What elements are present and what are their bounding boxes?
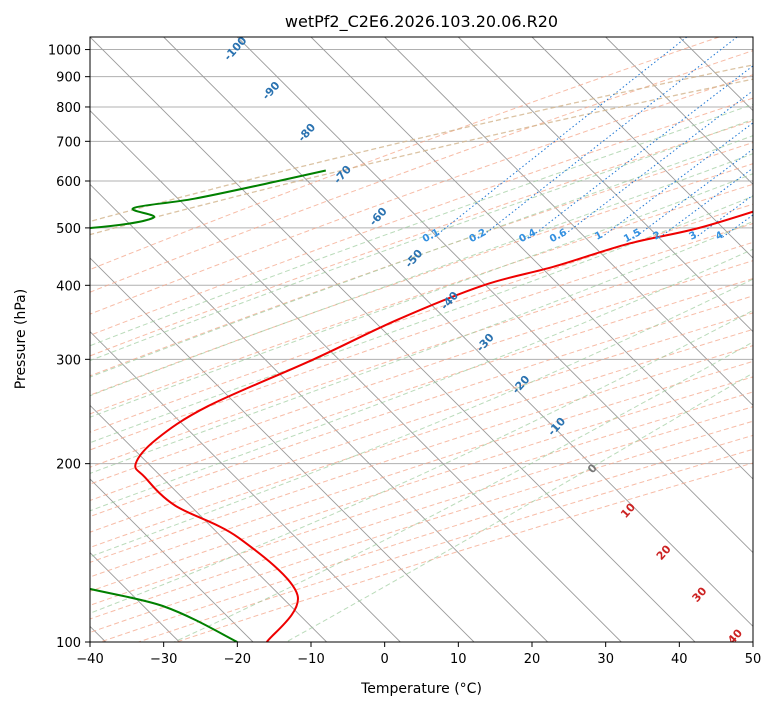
moist-adiabat-30 (90, 278, 753, 558)
y-axis-label: Pressure (hPa) (13, 289, 29, 389)
isotherm--50 (90, 110, 622, 642)
tan-curve-1 (90, 78, 753, 236)
tan-curve-0 (90, 64, 753, 223)
y-tick-label: 900 (56, 71, 81, 86)
moist-adiabat--10 (90, 103, 753, 347)
dry-adiabat-70 (90, 260, 753, 485)
x-tick-label: 40 (671, 652, 688, 667)
y-tick-label: 500 (56, 222, 81, 237)
isotherm-30 (605, 37, 753, 185)
y-tick-label: 600 (56, 175, 81, 190)
pressure-gridlines (90, 49, 753, 642)
isotherm--40 (90, 37, 696, 642)
mixing-ratio-lines (432, 37, 753, 239)
dry-adiabat-90 (90, 295, 753, 518)
moist-adiabat-40 (173, 341, 753, 642)
x-tick-label: −30 (150, 652, 177, 667)
x-tick-label: 50 (745, 652, 762, 667)
moist-adiabat--5 (90, 118, 753, 362)
mixing-ratio-label: 4 (714, 230, 725, 243)
dry-adiabat-110 (90, 328, 753, 548)
plot-area: 0.10.20.40.611.52346810131620253036-100-… (90, 37, 753, 642)
sounding-series (90, 169, 753, 642)
temperature-line (134, 210, 753, 642)
x-axis-label: Temperature (°C) (360, 681, 482, 697)
y-tick-label: 700 (56, 135, 81, 150)
y-tick-label: 400 (56, 279, 81, 294)
isotherm--10 (310, 37, 753, 480)
isotherm--20 (237, 37, 753, 554)
x-tick-label: −10 (297, 652, 324, 667)
mixing-ratio-line-6 (658, 167, 753, 239)
mixing-ratio-label: 1 (593, 230, 604, 243)
y-tick-label: 100 (56, 636, 81, 651)
y-tick-label: 200 (56, 458, 81, 473)
dry-adiabat-120 (90, 345, 753, 563)
mixing-ratio-label: 3 (688, 230, 699, 243)
dry-adiabat-30 (90, 183, 753, 415)
dry-adiabat-80 (90, 278, 753, 502)
moist-adiabats (90, 103, 753, 642)
y-axis-ticks: 100 200 300 400 500 600 700 800 900 1000 (48, 44, 90, 651)
chart-title: wetPf2_C2E6.2026.103.20.06.R20 (285, 12, 558, 32)
x-tick-label: 10 (450, 652, 467, 667)
x-tick-label: 30 (597, 652, 614, 667)
x-axis-ticks: −40 −30 −20 −10 0 10 20 30 40 50 (76, 642, 761, 667)
x-tick-label: −40 (76, 652, 103, 667)
isotherm--100 (90, 478, 254, 642)
plot-frame (89, 36, 754, 643)
mixing-ratio-line-1 (478, 37, 738, 239)
y-tick-label: 1000 (48, 44, 81, 59)
isotherm--90 (90, 404, 327, 642)
dry-adiabat-150 (90, 391, 753, 606)
isotherm-0 (384, 37, 753, 406)
isotherm--70 (90, 257, 475, 642)
isotherm-20 (531, 37, 753, 259)
isotherm--80 (90, 331, 401, 642)
isotherm-10 (458, 37, 753, 333)
mixing-ratio-label: 2 (652, 230, 663, 243)
dry-adiabat-100 (90, 312, 753, 533)
x-tick-label: 20 (524, 652, 541, 667)
y-tick-label: 800 (56, 101, 81, 116)
dry-adiabats (90, 37, 753, 642)
y-tick-label: 300 (56, 353, 81, 368)
moist-adiabat-10 (90, 173, 753, 418)
isotherm-lines (90, 37, 753, 642)
isotherm--60 (90, 183, 548, 642)
dry-adiabat--40 (90, 37, 720, 271)
x-tick-label: 0 (381, 652, 389, 667)
dry-adiabat-140 (90, 376, 753, 592)
dry-adiabat--10 (90, 97, 753, 336)
dry-adiabat--30 (90, 50, 753, 293)
dry-adiabat-10 (90, 141, 753, 377)
x-tick-label: −20 (224, 652, 251, 667)
dry-adiabat-20 (90, 163, 753, 396)
dry-adiabat-130 (90, 360, 753, 578)
mixing-ratio-line-3 (559, 90, 753, 239)
isotherm--30 (163, 37, 753, 627)
